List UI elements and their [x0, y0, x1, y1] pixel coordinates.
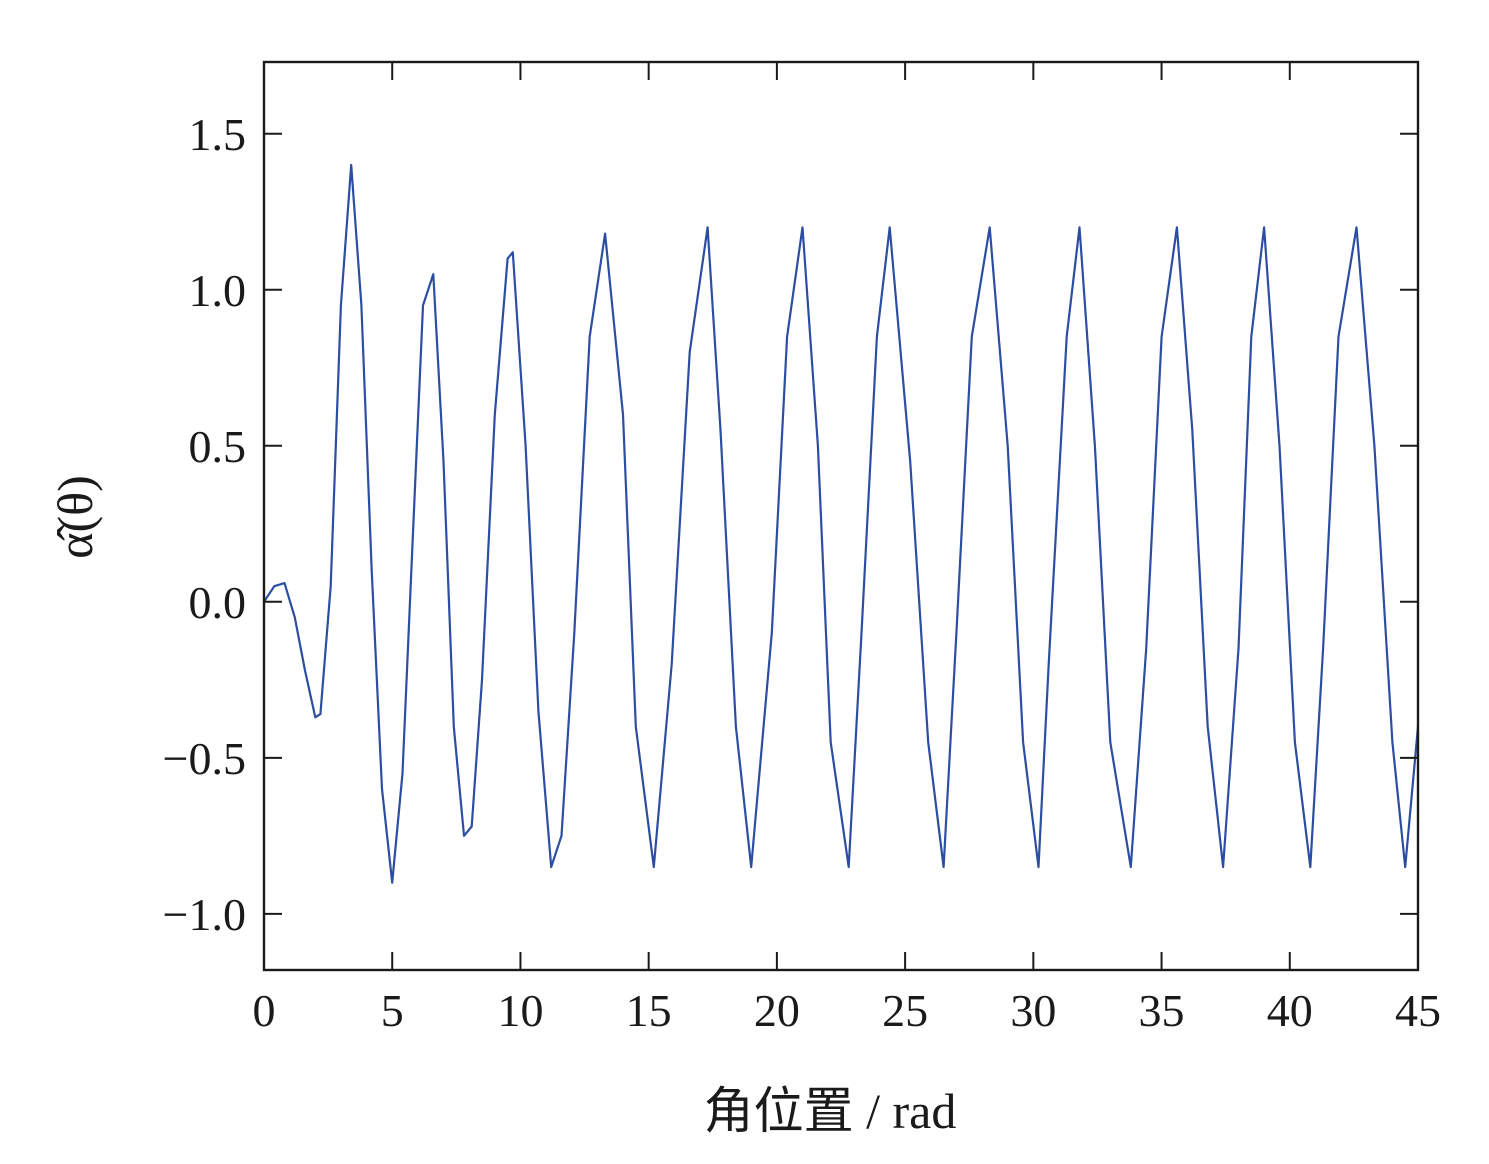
- x-tick-label: 20: [754, 985, 800, 1036]
- y-tick-label: −0.5: [163, 733, 246, 784]
- y-tick-label: 1.0: [189, 265, 247, 316]
- x-tick-label: 15: [626, 985, 672, 1036]
- y-tick-label: 1.5: [189, 109, 247, 160]
- series-line-0: [264, 163, 1418, 884]
- x-tick-label: 5: [381, 985, 404, 1036]
- y-tick-label: 0.5: [189, 421, 247, 472]
- y-axis-title: α̂(θ): [47, 475, 103, 558]
- x-axis-title: 角位置 / rad: [704, 1083, 957, 1139]
- tick-labels: 0 5 10 15 20 25 30 35 40 45 −1.0 −0.5 0.0 0.5 1.0 1.5: [163, 109, 1441, 1036]
- y-tick-label: −1.0: [163, 889, 246, 940]
- x-tick-label: 40: [1267, 985, 1313, 1036]
- x-tick-label: 0: [253, 985, 276, 1036]
- axis-ticks: [263, 62, 1419, 970]
- x-tick-label: 45: [1395, 985, 1441, 1036]
- x-tick-label: 35: [1139, 985, 1185, 1036]
- x-tick-label: 10: [497, 985, 543, 1036]
- plot-area: [264, 163, 1418, 884]
- x-tick-label: 30: [1010, 985, 1056, 1036]
- axes-frame: [262, 60, 1420, 972]
- x-tick-label: 25: [882, 985, 928, 1036]
- y-tick-label: 0.0: [189, 577, 247, 628]
